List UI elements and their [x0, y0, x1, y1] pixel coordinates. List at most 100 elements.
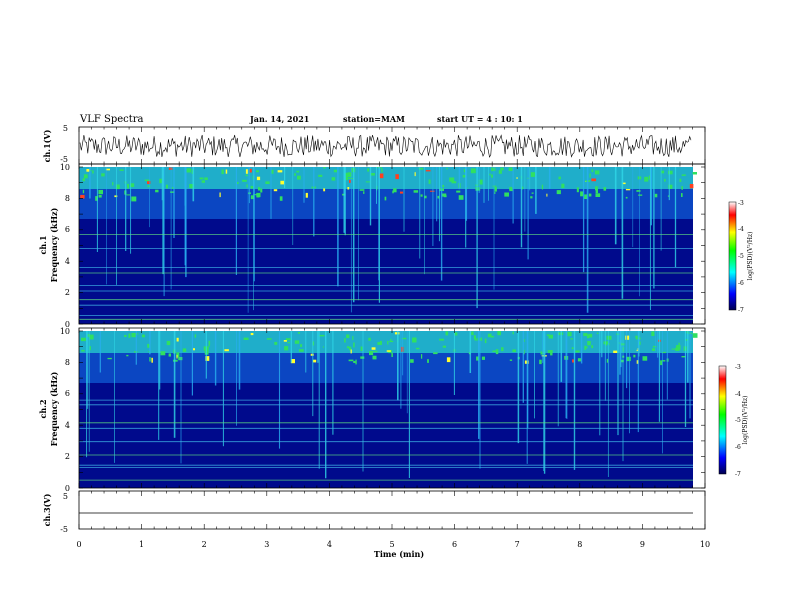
ch1-speckle [144, 179, 150, 182]
ch1-speckle [365, 181, 371, 183]
ch2-ytick-10: 10 [60, 327, 70, 336]
ch1-speckle [437, 195, 440, 199]
ch1-speckle [381, 168, 383, 173]
ch1-speckle [595, 186, 598, 191]
ch1-speckle [323, 167, 326, 169]
ch1-ylabel: ch.1(V) [42, 129, 52, 162]
ch2-speckle [584, 345, 587, 350]
ch1-speckle [430, 190, 435, 192]
ch2-speckle [401, 337, 407, 340]
ch2-speckle [299, 349, 304, 352]
ch1-speckle [681, 174, 686, 176]
ch2-speckle [410, 359, 414, 363]
ch1-speckle [147, 181, 151, 184]
ch2-speckle [287, 341, 290, 344]
ch2-spectrogram-image [79, 331, 698, 481]
ch2-ytick-2: 2 [65, 452, 70, 461]
ch1-speckle [130, 183, 135, 187]
ch1-speckle [456, 190, 461, 193]
ch1-speckle [280, 180, 285, 185]
ch1-speckle [344, 175, 349, 181]
ch1-speckle [561, 183, 565, 188]
ch2-speckle [400, 346, 404, 352]
ch1-speckle [271, 169, 274, 174]
ch1-speckle [331, 177, 336, 181]
ch2-speckle [473, 335, 476, 340]
time-tick-label: 9 [640, 540, 645, 549]
ch2-speckle [512, 331, 514, 335]
ch2-colorbar [718, 365, 727, 475]
ch2-speckle [250, 333, 254, 336]
ch1-ytick-10: 10 [60, 163, 70, 172]
ch1-speckle [509, 188, 513, 192]
ch1-speckle [470, 168, 476, 174]
ch2-speckle [676, 345, 681, 350]
ch2-speckle [369, 350, 374, 356]
ch2-speckle [567, 331, 572, 337]
ch2-speckle [136, 333, 139, 335]
ch1-speckle [491, 174, 493, 178]
ch1-speckle [186, 168, 191, 173]
ch2-speckle [539, 359, 542, 365]
ch2-speckle [124, 334, 127, 337]
ch2-speckle [651, 348, 656, 351]
ch1-speckle [638, 194, 643, 196]
ch2-speckle [205, 356, 210, 361]
ch2-speckle [89, 334, 94, 340]
ch1-speckle [661, 170, 665, 174]
ch2-speckle [415, 347, 420, 350]
ch2-speckle [386, 350, 391, 352]
ch1-speckle [428, 179, 431, 184]
ch1-speckle [500, 167, 504, 171]
ch1-ylabel-channel: ch.1 [38, 235, 48, 254]
ch1-speckle [119, 169, 124, 171]
ch1-speckle [305, 192, 308, 198]
ch1-speckle [297, 175, 301, 180]
ch2-speckle [546, 334, 550, 336]
ch1-speckle [679, 178, 682, 182]
ch1-speckle [219, 192, 221, 198]
ch1-waveform-trace [79, 134, 692, 158]
ch1-speckle [131, 196, 137, 202]
ch2-speckle [476, 356, 479, 361]
ch1-speckle [294, 173, 296, 176]
ch1-cb-tick-5: -5 [738, 253, 744, 260]
ch1-speckle [246, 184, 248, 188]
ch2-speckle [147, 343, 151, 348]
ch2-speckle [586, 334, 590, 339]
ch2-speckle [678, 342, 680, 347]
ch2-speckle [523, 339, 525, 342]
ch1-speckle [296, 170, 300, 173]
ch1-speckle [603, 187, 607, 191]
ch1-speckle [689, 184, 694, 189]
ch2-speckle [194, 334, 197, 338]
ch2-speckle [692, 333, 698, 338]
ch2-speckle [621, 359, 624, 363]
ch2-speckle [454, 332, 458, 336]
ch1-speckle [323, 188, 326, 192]
ch1-speckle [594, 170, 600, 175]
ch1-speckle [475, 187, 481, 191]
ch2-speckle [290, 359, 295, 364]
ch1-speckle [265, 181, 270, 184]
ch2-speckle [322, 346, 324, 348]
ch2-speckle [360, 346, 363, 351]
ch1-speckle [92, 170, 94, 174]
ch1-speckle [498, 170, 502, 174]
ch2-ylabel-frequency: Frequency (kHz) [49, 371, 59, 446]
ch1-cb-tick-7: -7 [738, 307, 744, 314]
ch1-speckle [250, 185, 254, 189]
ch3-waveform-frame [78, 490, 706, 530]
ch2-speckle [224, 349, 229, 352]
time-axis-label: Time (min) [374, 549, 424, 559]
ch1-speckle [245, 174, 248, 177]
ch2-speckle [166, 340, 171, 346]
ch2-ytick-0: 0 [65, 484, 70, 493]
ch1-speckle [105, 168, 110, 171]
ch1-speckle [681, 186, 683, 190]
start-time-label: start UT = 4 : 10: 1 [437, 114, 523, 124]
time-tick-marks [78, 127, 706, 529]
ch1-speckle [458, 195, 464, 200]
ch2-speckle [371, 347, 376, 350]
ch1-colorbar-ticks: -3 -4 -5 -6 -7 [738, 200, 744, 314]
